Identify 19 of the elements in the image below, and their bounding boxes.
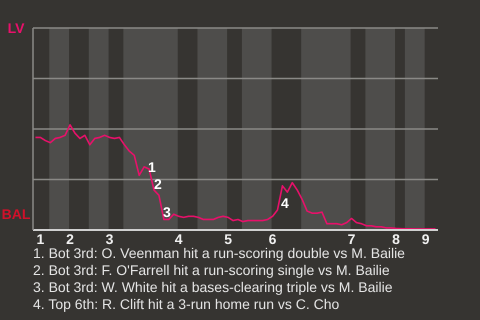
x-tick-label: 2	[66, 231, 74, 247]
text: 4. Top 6th: R. Clift hit a 3-run home run vs C. Cho	[33, 296, 340, 313]
annotation: 2	[154, 176, 162, 193]
x-tick-label: 1	[36, 231, 45, 247]
text: 1. Bot 3rd: O. Veenman hit a run-scoring double vs M. Bailie	[33, 245, 405, 262]
x-tick-label: 4	[174, 231, 183, 247]
text: BAL	[2, 206, 31, 222]
x-tick-label: 3	[106, 231, 114, 247]
text: 2. Bot 3rd: F. O'Farrell hit a run-scoring single vs M. Bailie	[33, 262, 391, 279]
annotation: 1	[148, 159, 156, 176]
x-tick-label: 5	[224, 231, 232, 247]
annotation: 3	[163, 204, 171, 221]
text: 3. Bot 3rd: W. White hit a bases-clearing triple vs M. Bailie	[33, 279, 394, 296]
annotation: 4	[281, 195, 289, 212]
x-tick-label: 6	[268, 231, 277, 247]
x-tick-label: 8	[392, 231, 400, 247]
x-tick-label: 9	[422, 231, 430, 247]
text: LV	[8, 20, 26, 36]
x-tick-label: 7	[348, 231, 356, 247]
